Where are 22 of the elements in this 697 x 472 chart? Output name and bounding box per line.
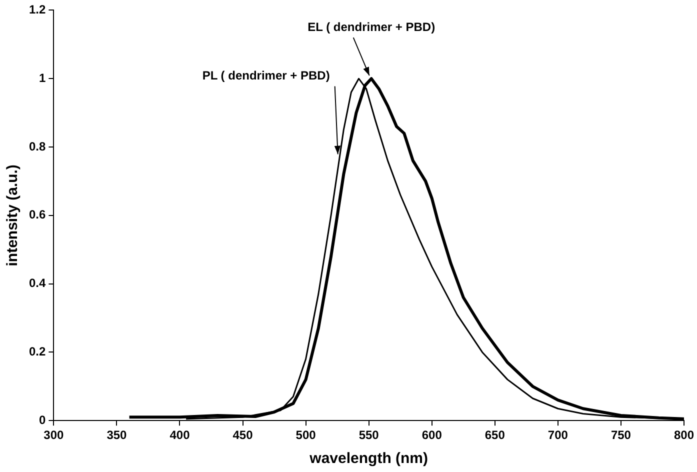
x-tick-label: 600 [422, 428, 442, 442]
x-tick-label: 500 [296, 428, 316, 442]
y-tick-label: 0 [38, 412, 46, 427]
y-tick-label: 0.6 [28, 208, 46, 222]
y-tick-label: 0.2 [28, 344, 46, 359]
x-axis-title: wavelength (nm) [308, 450, 428, 468]
x-tick-label: 650 [484, 428, 506, 442]
annotation: PL ( dendrimer + PBD) [202, 68, 330, 83]
y-tick-label: 1.2 [28, 2, 46, 17]
y-tick-label: 0.4 [28, 276, 46, 290]
x-tick-label: 750 [610, 428, 632, 442]
x-tick-label: 550 [358, 428, 380, 442]
y-axis-title: intensity (a.u.) [4, 164, 22, 266]
annotation: EL ( dendrimer + PBD) [308, 20, 436, 34]
x-tick-label: 400 [170, 428, 190, 442]
x-tick-label: 350 [106, 428, 128, 442]
x-tick-label: 300 [44, 428, 64, 442]
y-tick-label: 0.8 [28, 139, 46, 154]
x-tick-label: 450 [232, 428, 254, 442]
x-tick-label: 800 [674, 428, 694, 442]
x-tick-label: 700 [548, 428, 568, 442]
y-tick-label: 1 [38, 70, 46, 85]
